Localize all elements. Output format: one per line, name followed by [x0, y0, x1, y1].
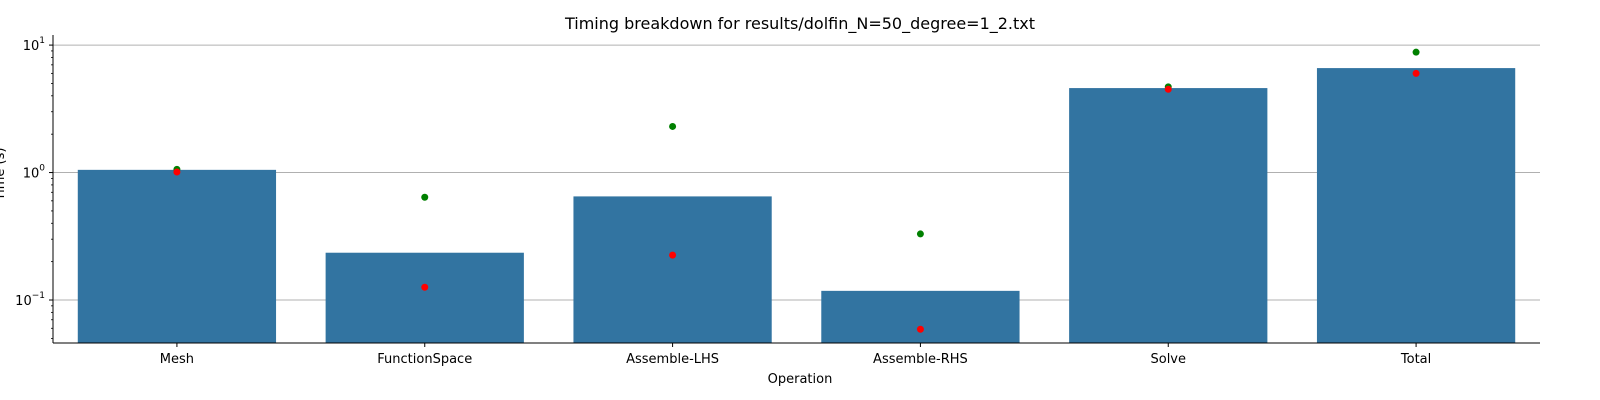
x-tick-label: Mesh — [160, 352, 194, 367]
y-tick-exponent: −1 — [32, 291, 45, 301]
y-tick-base: 10 — [23, 39, 40, 54]
bar-assemble-rhs — [821, 290, 1020, 343]
markers — [173, 48, 1420, 333]
chart-title: Timing breakdown for results/dolfin_N=50… — [564, 14, 1035, 34]
bars — [77, 68, 1516, 343]
marker-point — [421, 283, 429, 291]
x-tick-label: FunctionSpace — [377, 352, 472, 367]
x-tick-label: Assemble-LHS — [626, 352, 719, 367]
y-axis-title: Time (s) — [0, 148, 8, 202]
marker-point — [1412, 69, 1420, 77]
marker-point — [1164, 85, 1172, 93]
marker-point — [1412, 48, 1420, 56]
y-tick-exponent: 1 — [39, 36, 45, 46]
gridlines — [53, 44, 1540, 301]
bar-solve — [1069, 88, 1268, 343]
x-tick-label: Total — [1400, 352, 1431, 367]
x-tick-label: Solve — [1150, 352, 1186, 367]
y-tick-label: 100 — [23, 164, 46, 182]
bar-total — [1316, 68, 1516, 343]
marker-point — [421, 193, 429, 201]
y-tick-base: 10 — [23, 167, 40, 182]
y-tick-label: 101 — [23, 36, 45, 54]
bar-assemble-lhs — [573, 196, 772, 343]
bar-functionspace — [325, 252, 524, 343]
y-tick-exponent: 0 — [39, 164, 45, 174]
marker-point — [669, 122, 677, 130]
bar-mesh — [77, 169, 277, 343]
y-tick-label: 10−1 — [15, 291, 45, 309]
marker-point — [173, 168, 181, 176]
marker-point — [916, 325, 924, 333]
x-axis-title: Operation — [768, 372, 833, 387]
x-tick-label: Assemble-RHS — [873, 352, 968, 367]
marker-point — [916, 230, 924, 238]
marker-point — [669, 251, 677, 259]
y-tick-base: 10 — [15, 294, 32, 309]
